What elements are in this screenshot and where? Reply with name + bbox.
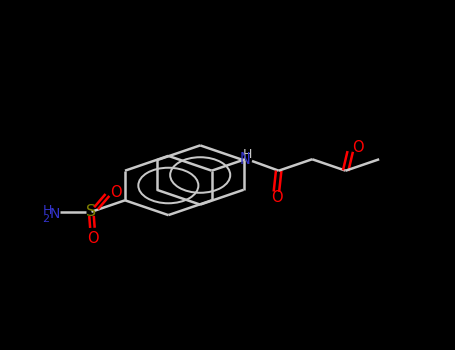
Text: N: N (49, 206, 60, 220)
Text: O: O (87, 231, 99, 246)
Text: 2: 2 (42, 214, 49, 224)
Text: O: O (353, 140, 364, 155)
Text: H: H (243, 147, 252, 161)
Text: N: N (240, 152, 251, 167)
Text: H: H (43, 203, 52, 217)
Text: O: O (272, 190, 283, 205)
Text: S: S (86, 204, 96, 219)
Text: O: O (110, 185, 121, 200)
